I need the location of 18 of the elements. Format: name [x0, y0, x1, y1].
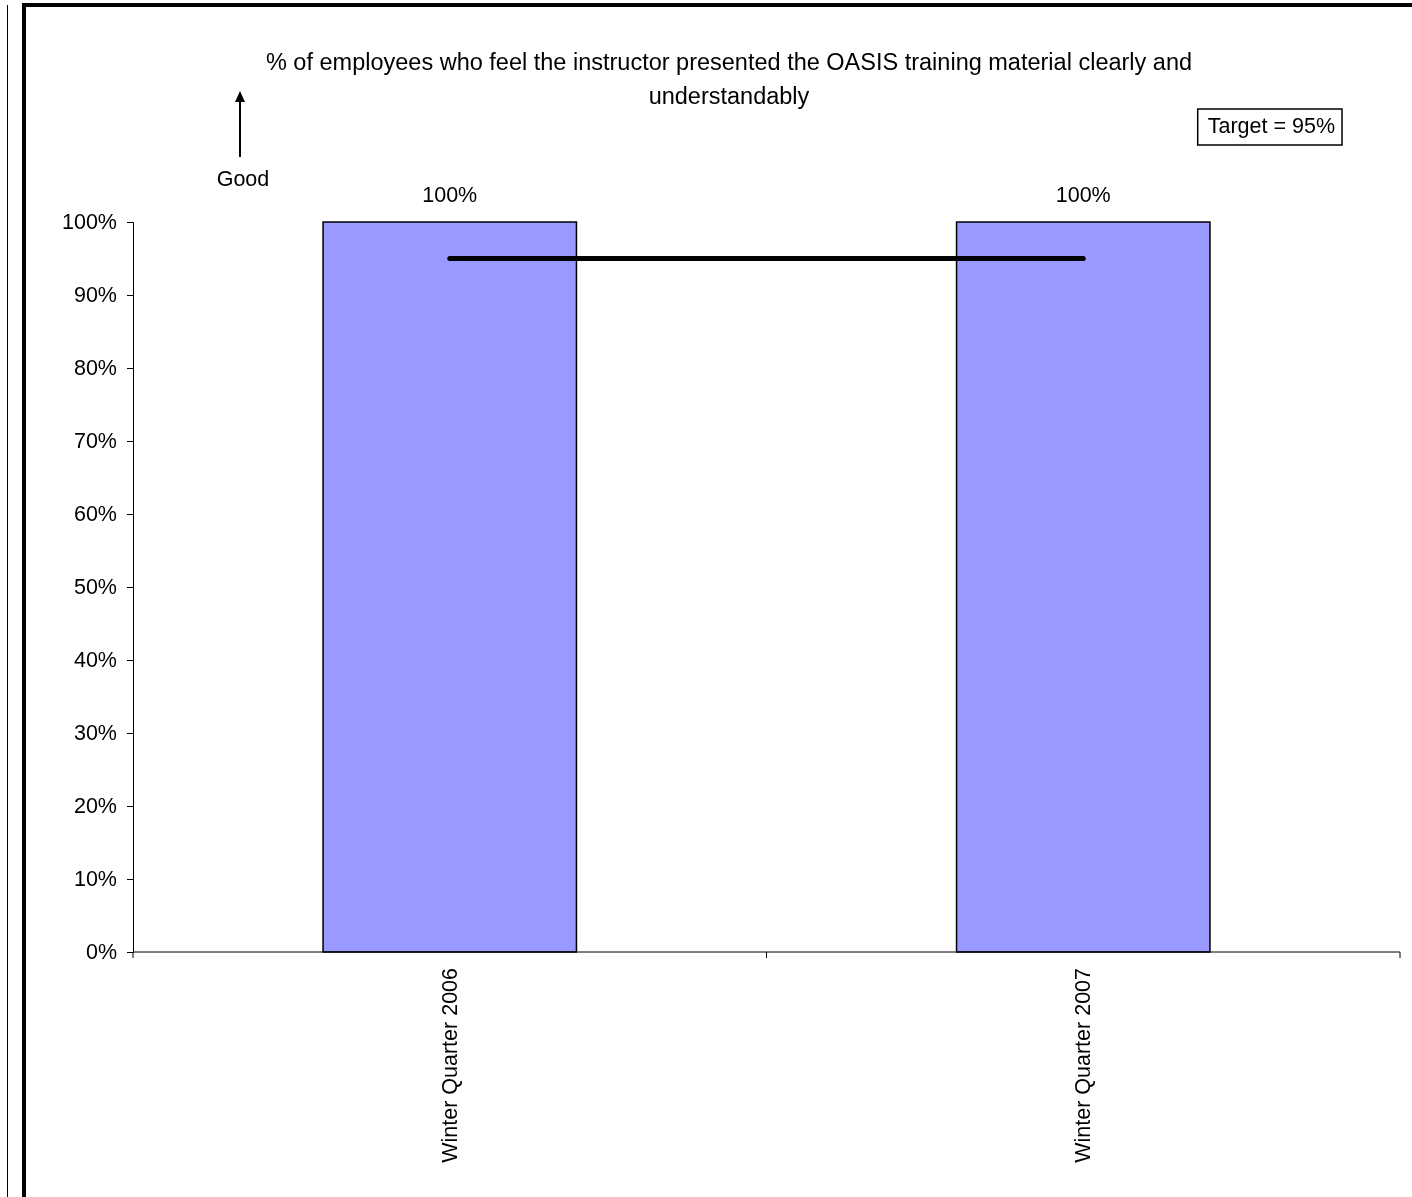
y-tick-label: 100% [62, 210, 117, 235]
y-tick-label: 80% [73, 356, 117, 381]
y-tick-label: 0% [85, 940, 117, 965]
x-tick-label: Winter Quarter 2007 [1071, 968, 1096, 1163]
x-tick-label: Winter Quarter 2006 [437, 967, 462, 1163]
y-tick-label: 90% [73, 283, 117, 308]
text: Good [216, 167, 270, 191]
y-tick-label: 50% [73, 575, 117, 600]
y-tick-label: 60% [73, 502, 117, 527]
y-tick-label: 10% [73, 867, 117, 892]
y-tick-label: 70% [73, 429, 117, 454]
data-label: 100% [1055, 183, 1111, 207]
chart-title: % of employees who feel the instructor presented the OASIS training material clearly and understandably [265, 49, 1193, 109]
text: Target = 95% [1207, 114, 1335, 138]
y-tick-label: 20% [73, 794, 117, 819]
y-tick-label: 40% [73, 648, 117, 673]
y-tick-label: 30% [73, 721, 117, 746]
data-label: 100% [422, 183, 478, 207]
